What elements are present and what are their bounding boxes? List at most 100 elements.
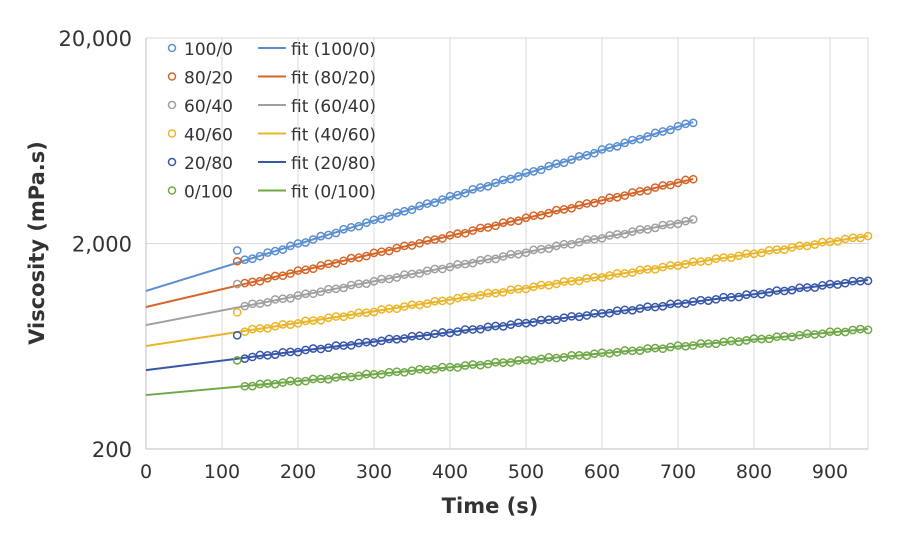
data-point	[377, 214, 386, 224]
data-point	[597, 273, 607, 282]
data-point	[293, 319, 303, 328]
data-point	[666, 125, 675, 135]
data-point	[559, 158, 569, 168]
data-point	[612, 347, 622, 357]
data-point	[339, 312, 348, 322]
data-point	[438, 264, 447, 274]
data-point	[286, 269, 295, 278]
data-point	[810, 283, 820, 292]
data-point	[392, 304, 402, 314]
legend: 100/0 fit (100/0) 80/20 fit (80/20) 60/40 fit…	[167, 40, 376, 203]
data-points	[232, 118, 873, 391]
data-point	[681, 259, 690, 269]
data-point	[438, 234, 447, 243]
data-point	[620, 138, 630, 148]
legend-marker	[167, 72, 177, 81]
data-point	[590, 148, 599, 158]
data-point	[597, 145, 607, 154]
legend-label: 0/100	[184, 183, 233, 203]
data-point	[468, 184, 478, 194]
data-point	[605, 271, 614, 280]
data-point	[339, 224, 348, 234]
data-point	[339, 256, 348, 266]
data-point	[453, 190, 462, 200]
data-point	[734, 292, 744, 302]
data-point	[688, 174, 698, 184]
data-point	[362, 218, 371, 228]
data-point	[248, 381, 257, 391]
data-point	[301, 376, 310, 386]
data-point	[529, 282, 538, 292]
data-point	[529, 318, 538, 327]
data-point	[415, 238, 424, 248]
legend-fit-label: fit (100/0)	[291, 40, 376, 60]
data-point	[384, 211, 394, 221]
data-point	[392, 243, 402, 253]
data-point	[232, 330, 242, 340]
data-point	[362, 251, 371, 261]
data-point	[308, 264, 318, 274]
data-point	[544, 244, 554, 254]
data-point	[757, 289, 766, 299]
data-point	[278, 271, 288, 281]
data-point	[726, 253, 736, 263]
fit-line	[145, 178, 694, 308]
data-point	[536, 210, 546, 220]
data-point	[628, 227, 637, 236]
data-point	[506, 358, 516, 367]
data-point	[673, 219, 683, 229]
data-point	[840, 327, 850, 337]
y-tick-label: 2,000	[72, 233, 132, 257]
data-point	[430, 198, 440, 207]
x-tick-label: 100	[204, 461, 240, 483]
data-point	[339, 283, 348, 293]
data-point	[506, 174, 516, 184]
data-point	[476, 290, 485, 300]
data-point	[590, 198, 599, 208]
data-point	[757, 248, 766, 258]
data-point	[263, 324, 272, 333]
data-point	[422, 266, 432, 276]
y-axis-title: Viscosity (mPa.s)	[25, 141, 49, 345]
data-point	[635, 134, 645, 144]
data-point	[346, 310, 356, 320]
data-point	[232, 246, 242, 255]
data-point	[498, 322, 508, 331]
data-point	[605, 308, 614, 318]
data-point	[567, 203, 576, 213]
data-point	[354, 221, 364, 231]
legend-label: 60/40	[184, 97, 233, 117]
data-point	[263, 297, 272, 307]
data-point	[552, 279, 561, 289]
data-point	[521, 248, 531, 258]
data-point	[331, 259, 341, 268]
data-point	[574, 276, 584, 286]
data-point	[248, 254, 257, 264]
data-point	[711, 294, 721, 304]
data-point	[635, 304, 645, 313]
data-point	[324, 343, 333, 353]
data-point	[688, 215, 698, 224]
data-point	[650, 183, 660, 192]
data-point	[620, 229, 630, 239]
legend-fit-label: fit (80/20)	[291, 69, 376, 89]
axes: 0 100 200 300 400 500 600 700 800 900 200 2,000 20,0…	[59, 27, 868, 483]
data-point	[856, 233, 865, 243]
data-point	[559, 353, 569, 362]
data-point	[688, 341, 698, 350]
data-point	[818, 329, 827, 339]
data-point	[460, 228, 470, 238]
data-point	[597, 233, 607, 243]
data-point	[643, 186, 652, 195]
data-point	[514, 172, 523, 181]
data-point	[704, 256, 713, 266]
data-point	[673, 178, 683, 188]
data-point	[400, 334, 409, 343]
data-point	[422, 331, 432, 341]
data-point	[628, 268, 637, 277]
data-point	[453, 327, 462, 336]
y-tick-label: 20,000	[59, 27, 132, 51]
x-tick-label: 700	[660, 461, 696, 483]
legend-label: 100/0	[184, 40, 233, 60]
